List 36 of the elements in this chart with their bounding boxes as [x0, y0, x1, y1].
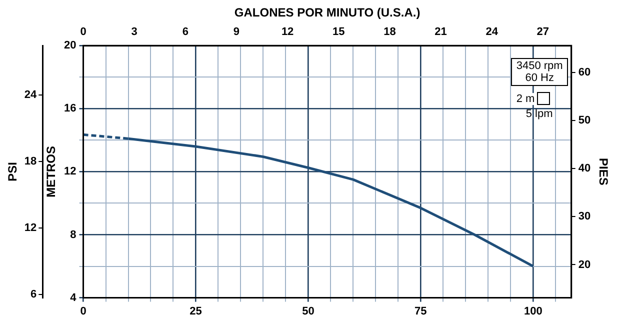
- y3-tick-label: 12: [24, 222, 37, 234]
- y-tick-label: 8: [70, 228, 76, 241]
- x2-tick-label: 21: [434, 26, 447, 38]
- y2-tick-label: 50: [578, 114, 591, 127]
- x2-tick-label: 15: [332, 26, 345, 38]
- x2-tick-label: 0: [80, 26, 86, 38]
- annotation: 5 lpm: [526, 108, 553, 120]
- x2-tick-label: 9: [233, 26, 240, 38]
- y3-tick-label: 6: [30, 288, 37, 300]
- x2-tick-label: 18: [384, 26, 396, 38]
- x-tick-label: 0: [80, 305, 86, 318]
- y2-tick-label: 60: [578, 66, 591, 79]
- annotation: 2 m: [516, 92, 535, 105]
- y2-tick-label: 20: [578, 258, 591, 271]
- x-tick-label: 50: [302, 305, 314, 318]
- x2-axis-title: GALONES POR MINUTO (U.S.A.): [234, 6, 420, 20]
- y-tick-label: 16: [64, 102, 76, 115]
- y-axis-title: METROS: [44, 146, 58, 198]
- y-tick-label: 12: [64, 166, 76, 178]
- y2-tick-label: 30: [578, 210, 591, 223]
- annotation: 3450 rpm 60 Hz: [511, 58, 568, 86]
- x-tick-label: 75: [414, 305, 427, 318]
- y-tick-label: 4: [70, 292, 78, 304]
- y3-tick-label: 24: [24, 88, 38, 101]
- y2-tick-label: 40: [578, 162, 591, 175]
- x2-tick-label: 27: [536, 26, 550, 38]
- x-tick-label: 25: [190, 305, 202, 318]
- x-tick-label: 100: [524, 305, 542, 318]
- x2-tick-label: 6: [182, 26, 188, 38]
- y-tick-label: 20: [64, 40, 76, 52]
- x2-tick-label: 24: [486, 26, 499, 38]
- x2-tick-label: 3: [131, 26, 138, 38]
- y3-axis-title: PSI: [6, 162, 20, 182]
- y2-axis-title: PIES: [596, 158, 610, 186]
- y3-tick-label: 18: [24, 155, 37, 168]
- x2-tick-label: 12: [281, 26, 294, 38]
